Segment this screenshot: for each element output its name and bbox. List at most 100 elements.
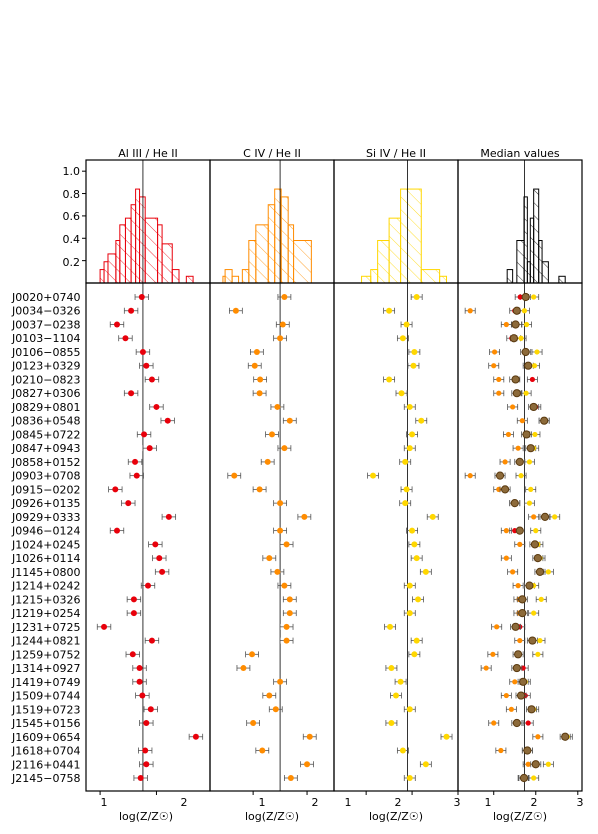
data-point xyxy=(531,363,538,369)
median-point xyxy=(500,485,510,494)
errorbar-point-aliii xyxy=(138,747,153,754)
data-point xyxy=(517,637,523,644)
data-point xyxy=(532,431,538,438)
data-point xyxy=(122,335,129,342)
data-point xyxy=(231,472,238,479)
errorbar-point-median xyxy=(532,732,573,741)
ytick-label: 1.0 xyxy=(63,165,81,178)
data-point xyxy=(526,459,533,465)
errorbar-point-civ xyxy=(262,692,277,699)
histogram-bar xyxy=(293,240,312,284)
errorbar-point-aliii xyxy=(133,775,148,781)
errorbar-point-civ xyxy=(273,500,287,507)
data-point xyxy=(132,458,139,465)
data-point xyxy=(257,376,264,383)
errorbar-point-siiv xyxy=(440,733,453,740)
data-point xyxy=(531,775,537,781)
data-point xyxy=(306,733,313,740)
xtick-label-siiv-1: 1 xyxy=(345,796,352,809)
median-point xyxy=(561,732,570,741)
median-point xyxy=(512,663,521,673)
data-point xyxy=(406,706,413,713)
data-point xyxy=(146,445,153,452)
data-point xyxy=(156,555,163,562)
data-point xyxy=(467,308,473,314)
errorbar-point-siiv xyxy=(383,376,396,383)
data-point xyxy=(101,623,108,630)
data-point xyxy=(517,294,523,300)
object-name: J1145+0800 xyxy=(11,566,80,579)
data-point xyxy=(496,390,502,396)
object-name: J1215+0326 xyxy=(11,593,80,606)
errorbar-point-aliii xyxy=(126,596,142,603)
errorbar-point-aliii xyxy=(129,472,144,479)
data-point xyxy=(531,610,537,616)
errorbar-point-siiv xyxy=(394,678,407,685)
errorbar-point-siiv xyxy=(403,582,416,589)
errorbar-point-civ xyxy=(277,445,292,452)
data-point xyxy=(386,307,393,314)
histogram-bar xyxy=(139,196,146,284)
median-point xyxy=(522,430,531,439)
ytick-label: 0.4 xyxy=(63,233,81,246)
errorbar-point-civ xyxy=(270,403,285,410)
object-name: J1024+0245 xyxy=(11,538,80,551)
data-point xyxy=(411,651,418,658)
data-point xyxy=(259,747,266,754)
data-point xyxy=(240,665,247,672)
errorbar-point-median xyxy=(489,347,543,357)
histogram-bar xyxy=(124,217,132,284)
errorbar-point-aliii xyxy=(149,403,164,410)
data-point xyxy=(139,348,146,355)
histogram-bar xyxy=(370,269,379,284)
data-point xyxy=(256,390,263,397)
histogram-bar xyxy=(231,275,240,284)
data-point xyxy=(143,761,150,768)
errorbar-point-civ xyxy=(300,761,314,768)
errorbar-point-aliii xyxy=(140,582,156,589)
data-point xyxy=(138,294,145,300)
errorbar-point-aliii xyxy=(135,348,151,355)
errorbar-point-aliii xyxy=(123,307,139,314)
histogram-bar xyxy=(144,217,159,284)
object-name: J2145−0758 xyxy=(11,772,80,785)
histogram-bar xyxy=(135,188,141,284)
errorbar-point-median xyxy=(513,608,540,618)
object-name: J0836+0548 xyxy=(11,415,80,428)
data-point xyxy=(529,376,536,383)
errorbar-point-civ xyxy=(252,390,267,397)
errorbar-point-siiv xyxy=(367,472,379,479)
ytick-label: 0.6 xyxy=(63,210,81,223)
data-point xyxy=(515,445,521,451)
data-point xyxy=(519,418,525,424)
data-point xyxy=(406,610,413,617)
data-point xyxy=(281,294,288,300)
object-name: J1618+0704 xyxy=(11,745,80,758)
errorbar-point-siiv xyxy=(412,596,424,603)
data-point xyxy=(483,665,489,671)
data-point xyxy=(251,362,258,369)
errorbar-point-aliii xyxy=(188,733,204,740)
data-point xyxy=(256,486,263,493)
errorbar-point-median xyxy=(528,512,561,521)
data-point xyxy=(467,473,473,479)
errorbar-point-aliii xyxy=(142,445,157,452)
errorbar-point-siiv xyxy=(403,403,416,410)
errorbar-point-median xyxy=(502,430,541,439)
data-point xyxy=(531,294,537,300)
data-point xyxy=(137,775,144,781)
data-point xyxy=(147,706,154,713)
errorbar-point-civ xyxy=(302,733,317,740)
data-point xyxy=(418,417,425,424)
median-point xyxy=(525,581,534,590)
data-point xyxy=(503,555,509,561)
errorbar-point-siiv xyxy=(400,321,413,328)
errorbar-point-civ xyxy=(279,623,294,630)
data-point xyxy=(272,706,279,713)
object-name: J2116+0441 xyxy=(11,758,80,771)
data-point xyxy=(402,458,409,465)
data-point xyxy=(130,610,137,617)
data-point xyxy=(406,445,413,452)
errorbar-point-aliii xyxy=(121,500,136,507)
errorbar-point-median xyxy=(493,389,532,398)
